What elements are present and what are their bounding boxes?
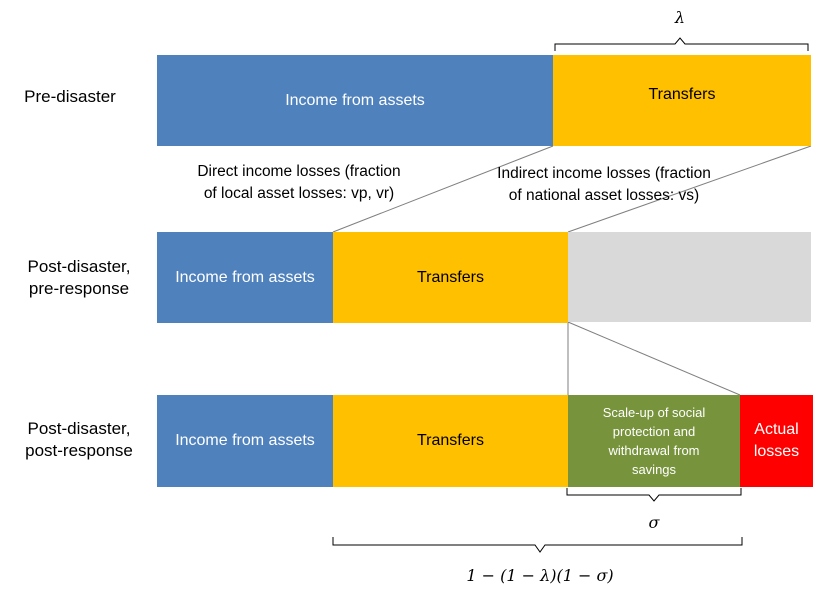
indirect-income-losses-note: Indirect income losses (fraction of nati… xyxy=(497,165,711,204)
row-label-post-disaster-pre-response: Post-disaster, pre-response xyxy=(27,257,131,298)
post-pre-lost-income-bar xyxy=(568,232,811,322)
post-pre-income-bar: Income from assets xyxy=(157,232,333,323)
post-post-transfers-bar: Transfers xyxy=(333,395,568,487)
response-connector-right xyxy=(567,321,741,396)
post-post-income-bar: Income from assets xyxy=(157,395,333,487)
indirect-loss-connector xyxy=(567,145,812,233)
pre-income-bar: Income from assets xyxy=(157,55,553,146)
actual-losses-bar: Actual losses xyxy=(740,395,813,487)
pre-transfers-bar: Transfers xyxy=(553,55,811,146)
scale-up-bar: Scale-up of social protection and withdr… xyxy=(568,395,740,487)
lambda-brace xyxy=(554,37,809,51)
post-pre-transfers-bar: Transfers xyxy=(333,232,568,323)
direct-income-losses-note: Direct income losses (fraction of local … xyxy=(197,163,401,202)
sigma-brace xyxy=(566,488,742,502)
combined-brace xyxy=(332,537,743,553)
row-label-post-disaster-post-response: Post-disaster, post-response xyxy=(25,419,133,460)
row-label-pre-disaster: Pre-disaster xyxy=(24,87,116,106)
sigma-symbol: σ xyxy=(648,513,660,532)
direct-loss-connector xyxy=(332,145,554,233)
combined-formula: 1 − (1 − λ)(1 − σ) xyxy=(466,566,614,585)
lambda-symbol: λ xyxy=(674,8,686,27)
